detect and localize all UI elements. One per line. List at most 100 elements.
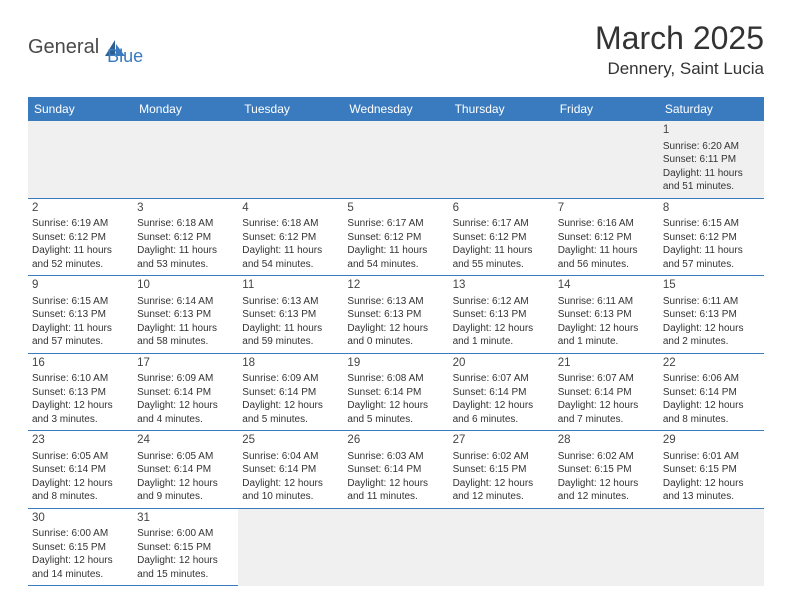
calendar-day-cell: 16Sunrise: 6:10 AMSunset: 6:13 PMDayligh… [28,353,133,431]
day-number: 2 [32,201,129,217]
sunset-text: Sunset: 6:14 PM [242,463,339,477]
sunrise-text: Sunrise: 6:10 AM [32,372,129,386]
sunset-text: Sunset: 6:13 PM [663,308,760,322]
sunset-text: Sunset: 6:14 PM [347,463,444,477]
sunset-text: Sunset: 6:12 PM [137,231,234,245]
day-number: 16 [32,356,129,372]
day-number: 1 [663,123,760,139]
daylight-text: Daylight: 12 hours and 1 minute. [558,322,655,349]
calendar-day-cell: 1Sunrise: 6:20 AMSunset: 6:11 PMDaylight… [659,121,764,198]
sunset-text: Sunset: 6:14 PM [242,386,339,400]
sunrise-text: Sunrise: 6:17 AM [453,217,550,231]
sunrise-text: Sunrise: 6:05 AM [32,450,129,464]
sunrise-text: Sunrise: 6:16 AM [558,217,655,231]
day-number: 26 [347,433,444,449]
calendar-day-cell [449,508,554,586]
day-header-tuesday: Tuesday [238,97,343,121]
calendar-day-cell [343,508,448,586]
daylight-text: Daylight: 11 hours and 57 minutes. [663,244,760,271]
calendar-day-cell: 20Sunrise: 6:07 AMSunset: 6:14 PMDayligh… [449,353,554,431]
calendar-day-cell: 24Sunrise: 6:05 AMSunset: 6:14 PMDayligh… [133,431,238,509]
calendar-day-cell: 10Sunrise: 6:14 AMSunset: 6:13 PMDayligh… [133,276,238,354]
day-number: 19 [347,356,444,372]
sunset-text: Sunset: 6:12 PM [558,231,655,245]
calendar-day-cell [28,121,133,198]
sunrise-text: Sunrise: 6:18 AM [137,217,234,231]
sunset-text: Sunset: 6:12 PM [347,231,444,245]
sunrise-text: Sunrise: 6:02 AM [558,450,655,464]
daylight-text: Daylight: 12 hours and 14 minutes. [32,554,129,581]
daylight-text: Daylight: 11 hours and 56 minutes. [558,244,655,271]
calendar-day-cell: 15Sunrise: 6:11 AMSunset: 6:13 PMDayligh… [659,276,764,354]
sunset-text: Sunset: 6:14 PM [453,386,550,400]
sunrise-text: Sunrise: 6:06 AM [663,372,760,386]
daylight-text: Daylight: 11 hours and 52 minutes. [32,244,129,271]
calendar-week-row: 16Sunrise: 6:10 AMSunset: 6:13 PMDayligh… [28,353,764,431]
daylight-text: Daylight: 12 hours and 8 minutes. [663,399,760,426]
calendar-day-cell: 31Sunrise: 6:00 AMSunset: 6:15 PMDayligh… [133,508,238,586]
sunrise-text: Sunrise: 6:07 AM [453,372,550,386]
sunset-text: Sunset: 6:13 PM [242,308,339,322]
calendar-day-cell: 4Sunrise: 6:18 AMSunset: 6:12 PMDaylight… [238,198,343,276]
daylight-text: Daylight: 11 hours and 54 minutes. [347,244,444,271]
day-number: 18 [242,356,339,372]
sunrise-text: Sunrise: 6:20 AM [663,140,760,154]
sunset-text: Sunset: 6:12 PM [453,231,550,245]
sunset-text: Sunset: 6:13 PM [347,308,444,322]
calendar-day-cell: 11Sunrise: 6:13 AMSunset: 6:13 PMDayligh… [238,276,343,354]
sunrise-text: Sunrise: 6:18 AM [242,217,339,231]
day-number: 28 [558,433,655,449]
daylight-text: Daylight: 12 hours and 8 minutes. [32,477,129,504]
calendar-day-cell: 23Sunrise: 6:05 AMSunset: 6:14 PMDayligh… [28,431,133,509]
daylight-text: Daylight: 11 hours and 59 minutes. [242,322,339,349]
daylight-text: Daylight: 12 hours and 5 minutes. [242,399,339,426]
sunset-text: Sunset: 6:15 PM [453,463,550,477]
day-header-wednesday: Wednesday [343,97,448,121]
sunset-text: Sunset: 6:14 PM [137,386,234,400]
sunrise-text: Sunrise: 6:04 AM [242,450,339,464]
day-number: 7 [558,201,655,217]
sunset-text: Sunset: 6:15 PM [137,541,234,555]
calendar-day-cell: 6Sunrise: 6:17 AMSunset: 6:12 PMDaylight… [449,198,554,276]
daylight-text: Daylight: 12 hours and 12 minutes. [453,477,550,504]
day-number: 17 [137,356,234,372]
calendar-day-cell [554,121,659,198]
location-subtitle: Dennery, Saint Lucia [595,59,764,79]
calendar-body: 1Sunrise: 6:20 AMSunset: 6:11 PM Daylight… [28,121,764,586]
sunset-text: Sunset: 6:11 PM [663,153,760,167]
sunset-text: Sunset: 6:15 PM [558,463,655,477]
sunrise-text: Sunrise: 6:09 AM [137,372,234,386]
calendar-day-cell: 13Sunrise: 6:12 AMSunset: 6:13 PMDayligh… [449,276,554,354]
day-number: 13 [453,278,550,294]
daylight-text: Daylight: 12 hours and 10 minutes. [242,477,339,504]
sunrise-text: Sunrise: 6:17 AM [347,217,444,231]
sunset-text: Sunset: 6:14 PM [32,463,129,477]
sunset-text: Sunset: 6:13 PM [32,308,129,322]
sunset-text: Sunset: 6:14 PM [558,386,655,400]
sunset-text: Sunset: 6:14 PM [347,386,444,400]
calendar-day-cell: 8Sunrise: 6:15 AMSunset: 6:12 PMDaylight… [659,198,764,276]
calendar-day-cell: 17Sunrise: 6:09 AMSunset: 6:14 PMDayligh… [133,353,238,431]
sunrise-text: Sunrise: 6:05 AM [137,450,234,464]
day-number: 27 [453,433,550,449]
calendar-day-cell [238,508,343,586]
daylight-text: Daylight: 11 hours and 55 minutes. [453,244,550,271]
calendar-day-cell [238,121,343,198]
calendar-day-cell: 14Sunrise: 6:11 AMSunset: 6:13 PMDayligh… [554,276,659,354]
calendar-day-cell: 26Sunrise: 6:03 AMSunset: 6:14 PMDayligh… [343,431,448,509]
daylight-text: Daylight: 11 hours and 54 minutes. [242,244,339,271]
sunrise-text: Sunrise: 6:00 AM [137,527,234,541]
day-number: 8 [663,201,760,217]
sunrise-text: Sunrise: 6:08 AM [347,372,444,386]
daylight-text: Daylight: 11 hours and 57 minutes. [32,322,129,349]
sunset-text: Sunset: 6:12 PM [663,231,760,245]
sunrise-text: Sunrise: 6:12 AM [453,295,550,309]
sunset-text: Sunset: 6:15 PM [32,541,129,555]
calendar-day-cell: 7Sunrise: 6:16 AMSunset: 6:12 PMDaylight… [554,198,659,276]
sunrise-text: Sunrise: 6:11 AM [558,295,655,309]
day-number: 24 [137,433,234,449]
sunrise-text: Sunrise: 6:13 AM [347,295,444,309]
calendar-day-cell: 5Sunrise: 6:17 AMSunset: 6:12 PMDaylight… [343,198,448,276]
day-number: 3 [137,201,234,217]
calendar-day-cell [449,121,554,198]
